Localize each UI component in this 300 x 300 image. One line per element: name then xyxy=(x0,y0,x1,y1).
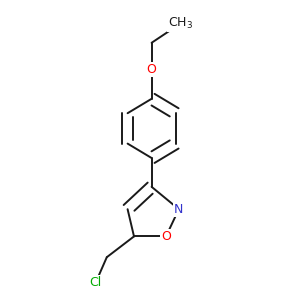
Text: CH$_3$: CH$_3$ xyxy=(168,16,193,31)
Text: O: O xyxy=(161,230,171,243)
Text: O: O xyxy=(147,64,157,76)
Text: Cl: Cl xyxy=(89,276,102,289)
Text: N: N xyxy=(174,203,184,216)
